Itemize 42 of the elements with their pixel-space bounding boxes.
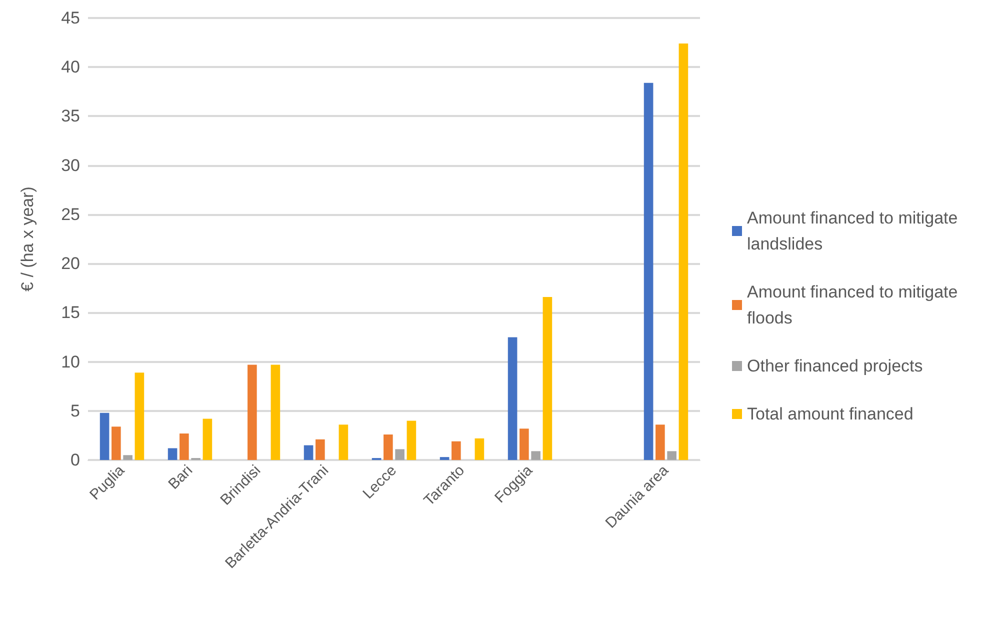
- y-tick-label: 20: [61, 254, 80, 274]
- y-tick-label: 45: [61, 8, 80, 28]
- bar: [531, 451, 540, 460]
- legend-label: Amount financed to mitigate floods: [747, 282, 962, 328]
- bar: [270, 364, 280, 460]
- bar: [316, 439, 325, 460]
- bar: [304, 445, 314, 460]
- bar: [384, 434, 393, 460]
- y-tick-label: 0: [70, 450, 80, 470]
- bar: [202, 418, 212, 460]
- bar: [678, 44, 688, 460]
- y-tick-label: 5: [70, 401, 80, 420]
- bar: [474, 438, 484, 460]
- bar: [440, 457, 450, 460]
- y-tick-label: 35: [61, 106, 80, 126]
- bar: [508, 337, 518, 460]
- bar: [180, 433, 189, 460]
- bar: [168, 448, 178, 460]
- bar: [248, 364, 257, 460]
- bar: [542, 296, 552, 460]
- legend-label: Amount financed to mitigate landslides: [747, 208, 962, 254]
- bar: [338, 424, 348, 460]
- bar: [100, 412, 110, 460]
- legend-label: Total amount financed: [747, 404, 914, 424]
- bar: [112, 426, 121, 460]
- x-tick-label: Bari: [165, 462, 196, 493]
- y-axis-title: € / (ha x year): [18, 186, 37, 292]
- y-tick-label: 40: [61, 58, 80, 77]
- y-tick-label: 30: [61, 156, 80, 175]
- bar: [406, 420, 416, 460]
- bar: [452, 441, 461, 460]
- legend-label: Other financed projects: [747, 356, 923, 376]
- bar: [644, 82, 654, 460]
- bar: [520, 428, 529, 460]
- bar: [123, 455, 132, 460]
- y-tick-label: 25: [61, 204, 80, 224]
- y-tick-label: 10: [61, 352, 80, 372]
- bar: [395, 449, 404, 460]
- bar: [656, 424, 665, 460]
- bar: [134, 372, 144, 460]
- y-tick-label: 15: [61, 303, 80, 322]
- bar: [667, 451, 676, 460]
